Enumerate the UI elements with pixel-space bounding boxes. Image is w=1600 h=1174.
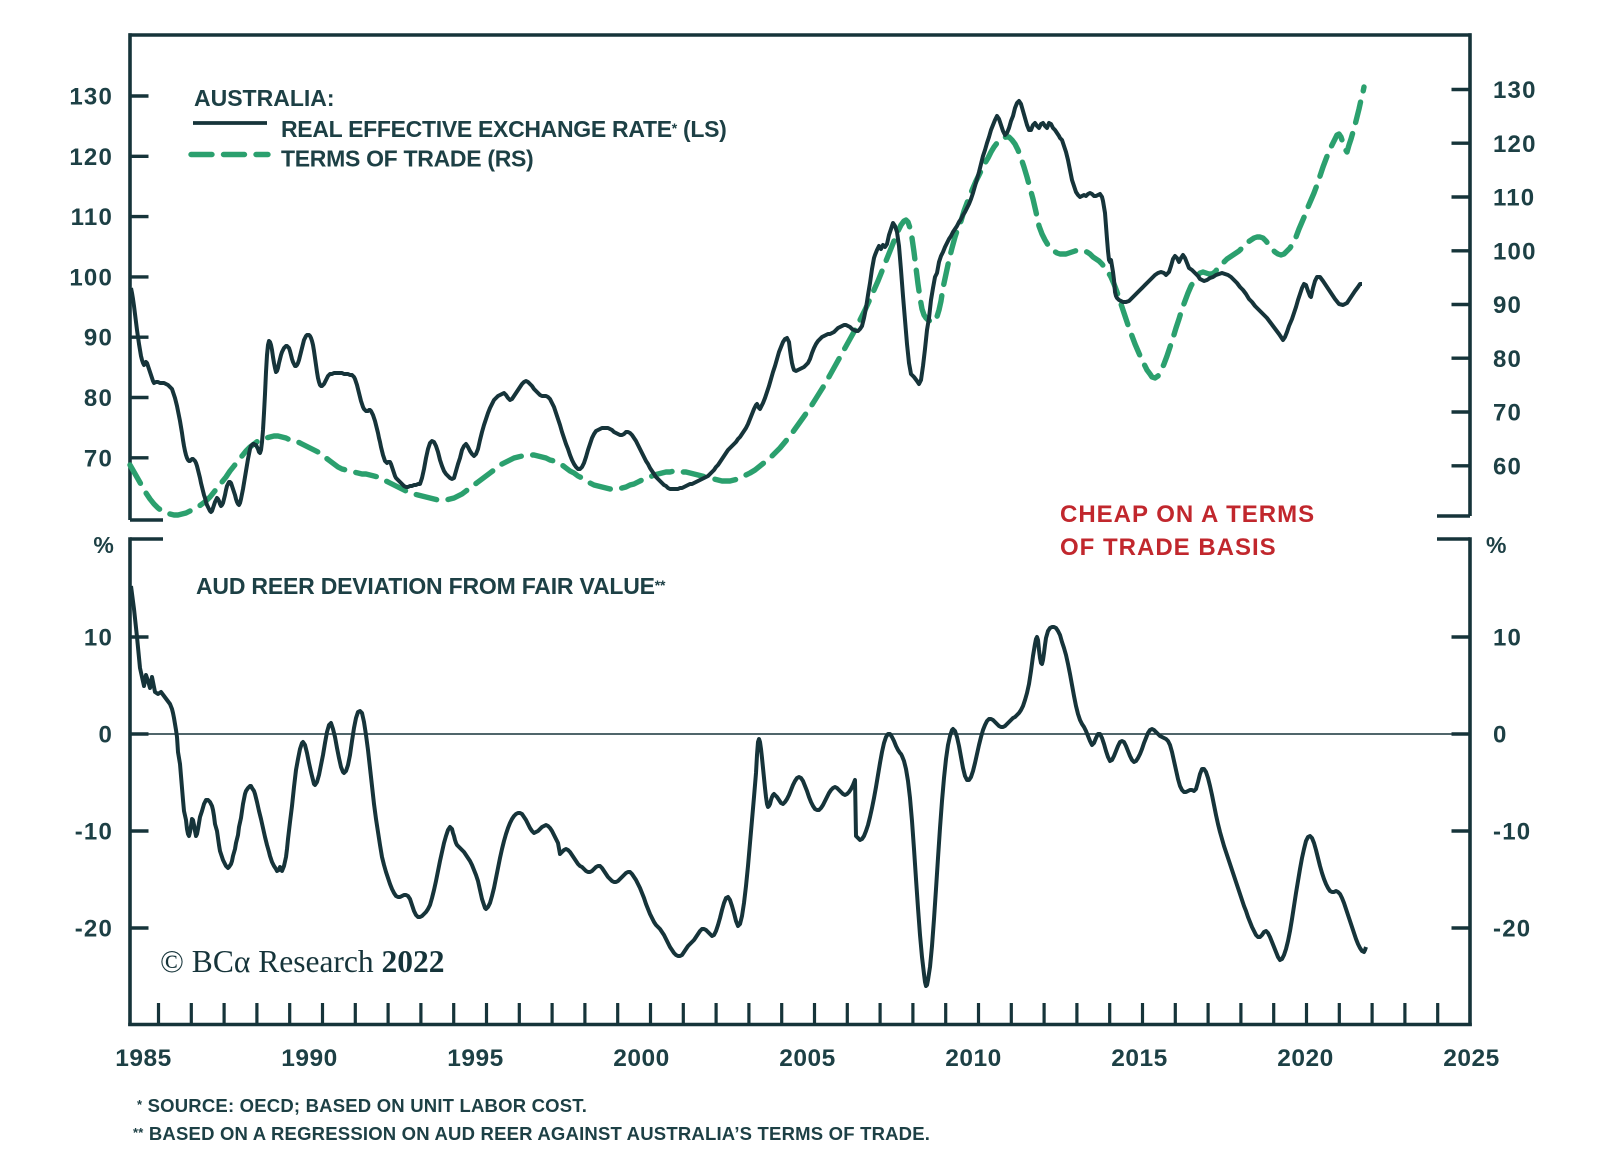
- svg-text:120: 120: [69, 144, 113, 171]
- svg-text:10: 10: [1493, 625, 1522, 652]
- svg-text:-10: -10: [75, 819, 113, 846]
- svg-text:90: 90: [84, 325, 113, 352]
- svg-text:0: 0: [1493, 722, 1508, 749]
- svg-text:100: 100: [69, 264, 113, 291]
- svg-text:0: 0: [98, 722, 113, 749]
- svg-text:130: 130: [69, 84, 113, 111]
- svg-text:110: 110: [71, 204, 113, 231]
- svg-text:80: 80: [84, 385, 113, 412]
- svg-text:%: %: [93, 532, 114, 558]
- svg-text:2010: 2010: [945, 1045, 1002, 1072]
- svg-text:2005: 2005: [779, 1045, 836, 1072]
- svg-text:90: 90: [1493, 292, 1522, 319]
- svg-text:-10: -10: [1493, 819, 1531, 846]
- svg-text:2015: 2015: [1111, 1045, 1168, 1072]
- svg-text:60: 60: [1493, 453, 1522, 480]
- svg-text:80: 80: [1493, 346, 1522, 373]
- svg-text:TERMS OF TRADE (RS): TERMS OF TRADE (RS): [281, 146, 533, 172]
- svg-text:AUD REER DEVIATION FROM FAIR V: AUD REER DEVIATION FROM FAIR VALUE**: [196, 573, 666, 599]
- svg-text:120: 120: [1493, 131, 1537, 158]
- svg-text:REAL EFFECTIVE EXCHANGE RATE*: REAL EFFECTIVE EXCHANGE RATE* (LS): [281, 116, 727, 142]
- svg-text:© BCα Research 2022: © BCα Research 2022: [160, 944, 445, 979]
- svg-text:130: 130: [1493, 77, 1537, 104]
- svg-text:70: 70: [84, 445, 113, 472]
- svg-text:AUSTRALIA:: AUSTRALIA:: [194, 85, 335, 111]
- svg-text:** BASED ON A REGRESSION ON AU: ** BASED ON A REGRESSION ON AUD REER AGA…: [133, 1123, 930, 1144]
- svg-text:110: 110: [1493, 185, 1535, 212]
- svg-text:100: 100: [1493, 238, 1537, 265]
- svg-text:1985: 1985: [115, 1045, 172, 1072]
- svg-text:1990: 1990: [281, 1045, 338, 1072]
- svg-text:-20: -20: [1493, 916, 1531, 943]
- svg-text:70: 70: [1493, 400, 1522, 427]
- svg-text:CHEAP ON A TERMS: CHEAP ON A TERMS: [1060, 501, 1315, 528]
- svg-text:-20: -20: [75, 916, 113, 943]
- svg-text:%: %: [1486, 532, 1507, 558]
- svg-text:2025: 2025: [1443, 1045, 1500, 1072]
- svg-text:* SOURCE: OECD; BASED ON UNIT: * SOURCE: OECD; BASED ON UNIT LABOR COST…: [137, 1095, 587, 1116]
- svg-text:2000: 2000: [613, 1045, 670, 1072]
- svg-text:2020: 2020: [1277, 1045, 1334, 1072]
- svg-text:OF TRADE BASIS: OF TRADE BASIS: [1060, 534, 1277, 561]
- svg-text:10: 10: [84, 625, 113, 652]
- svg-text:1995: 1995: [447, 1045, 504, 1072]
